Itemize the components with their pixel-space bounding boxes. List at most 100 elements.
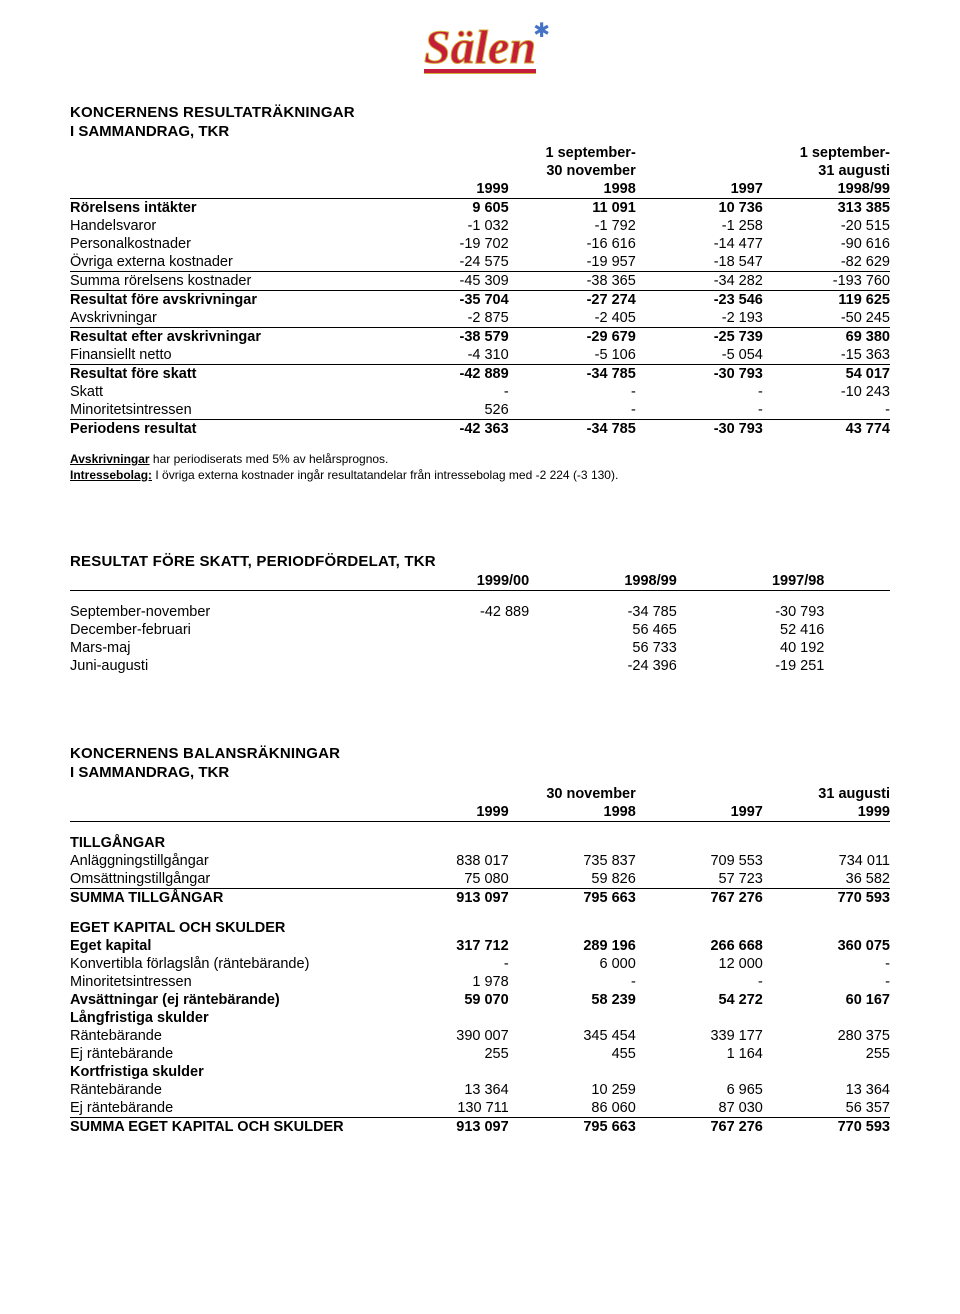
row-value: -24 575	[382, 253, 509, 272]
row-label: Resultat efter avskrivningar	[70, 328, 382, 347]
row-label: December-februari	[70, 621, 382, 639]
row-value: 1 978	[382, 973, 509, 991]
row-value: 913 097	[382, 889, 509, 908]
table-row: Resultat före avskrivningar-35 704-27 27…	[70, 291, 890, 310]
table-header-row: 1 september- 1 september-	[70, 144, 890, 162]
footnote-label: Intressebolag:	[70, 468, 152, 482]
table-spacer-row	[70, 907, 890, 919]
row-value: -34 785	[509, 365, 636, 384]
row-value: 709 553	[636, 852, 763, 870]
row-value: 56 733	[529, 639, 677, 657]
row-value: -4 310	[382, 346, 509, 365]
row-value: -	[382, 955, 509, 973]
row-value: -1 792	[509, 217, 636, 235]
row-value: -193 760	[763, 272, 890, 291]
row-value: 255	[382, 1045, 509, 1063]
table-row: SUMMA TILLGÅNGAR913 097795 663767 276770…	[70, 889, 890, 908]
row-value: 54 272	[636, 991, 763, 1009]
table-row: Juni-augusti-24 396-19 251	[70, 657, 890, 675]
row-label: Anläggningstillgångar	[70, 852, 382, 870]
row-value: -2 875	[382, 309, 509, 328]
row-value: 59 826	[509, 870, 636, 889]
row-label: SUMMA TILLGÅNGAR	[70, 889, 382, 908]
row-value: 280 375	[763, 1027, 890, 1045]
table-row: Mars-maj56 73340 192	[70, 639, 890, 657]
row-value: 40 192	[677, 639, 825, 657]
row-label: Resultat före avskrivningar	[70, 291, 382, 310]
row-value: -35 704	[382, 291, 509, 310]
row-value: 526	[382, 401, 509, 420]
year-header: 1998	[509, 180, 636, 199]
table-row: Ej räntebärande2554551 164255	[70, 1045, 890, 1063]
year-header: 1997	[636, 180, 763, 199]
table-row: December-februari56 46552 416	[70, 621, 890, 639]
row-label: Ej räntebärande	[70, 1099, 382, 1118]
row-value: 390 007	[382, 1027, 509, 1045]
row-label: Summa rörelsens kostnader	[70, 272, 382, 291]
row-value: -5 054	[636, 346, 763, 365]
row-value: -20 515	[763, 217, 890, 235]
row-value: 734 011	[763, 852, 890, 870]
footnote-text: har periodiserats med 5% av helårsprogno…	[150, 452, 389, 466]
row-label: Resultat före skatt	[70, 365, 382, 384]
row-value: 75 080	[382, 870, 509, 889]
row-value	[382, 639, 530, 657]
income-statement-subtitle: I SAMMANDRAG, TKR	[70, 123, 890, 140]
table-row: Rörelsens intäkter9 60511 09110 736313 3…	[70, 199, 890, 218]
row-value: 60 167	[763, 991, 890, 1009]
table-row: Avsättningar (ej räntebärande)59 07058 2…	[70, 991, 890, 1009]
row-value: -50 245	[763, 309, 890, 328]
row-value: 255	[763, 1045, 890, 1063]
row-value: -15 363	[763, 346, 890, 365]
period-result-table: 1999/00 1998/99 1997/98 September-novemb…	[70, 572, 890, 675]
row-value: 6 965	[636, 1081, 763, 1099]
row-label: September-november	[70, 603, 382, 621]
table-row: Räntebärande13 36410 2596 96513 364	[70, 1081, 890, 1099]
row-label: Minoritetsintressen	[70, 973, 382, 991]
row-value: 1 164	[636, 1045, 763, 1063]
table-row: Periodens resultat-42 363-34 785-30 7934…	[70, 420, 890, 439]
table-row: Omsättningstillgångar75 08059 82657 7233…	[70, 870, 890, 889]
table-row: Eget kapital317 712289 196266 668360 075	[70, 937, 890, 955]
row-value: -19 702	[382, 235, 509, 253]
table-row: Finansiellt netto-4 310-5 106-5 054-15 3…	[70, 346, 890, 365]
table-row: Övriga externa kostnader-24 575-19 957-1…	[70, 253, 890, 272]
section-header: Långfristiga skulder	[70, 1009, 890, 1027]
row-value: 767 276	[636, 889, 763, 908]
table-row: Minoritetsintressen526---	[70, 401, 890, 420]
table-row: Ej räntebärande130 71186 06087 03056 357	[70, 1099, 890, 1118]
snowflake-icon: ✱	[533, 18, 550, 43]
row-value: -45 309	[382, 272, 509, 291]
row-value: -24 396	[529, 657, 677, 675]
row-value: 13 364	[763, 1081, 890, 1099]
row-value: -2 405	[509, 309, 636, 328]
salen-logo: Sälen ✱	[424, 20, 536, 74]
section-header-row: Långfristiga skulder	[70, 1009, 890, 1027]
year-header: 1997/98	[677, 572, 825, 591]
row-value: 770 593	[763, 889, 890, 908]
row-value: -19 957	[509, 253, 636, 272]
table-row: Summa rörelsens kostnader-45 309-38 365-…	[70, 272, 890, 291]
table-row: Anläggningstillgångar838 017735 837709 5…	[70, 852, 890, 870]
row-value: 56 357	[763, 1099, 890, 1118]
row-value: -	[763, 973, 890, 991]
row-value: -23 546	[636, 291, 763, 310]
year-header: 1999	[382, 803, 509, 822]
period-subheader: 31 augusti	[763, 162, 890, 180]
row-value: 10 736	[636, 199, 763, 218]
row-value: -42 889	[382, 365, 509, 384]
row-value: 43 774	[763, 420, 890, 439]
row-value: -	[509, 383, 636, 401]
row-value: -82 629	[763, 253, 890, 272]
row-value: 52 416	[677, 621, 825, 639]
row-value: 289 196	[509, 937, 636, 955]
table-row: SUMMA EGET KAPITAL OCH SKULDER913 097795…	[70, 1118, 890, 1137]
table-year-row: 1999 1998 1997 1999	[70, 803, 890, 822]
row-value: -34 785	[529, 603, 677, 621]
row-value: 767 276	[636, 1118, 763, 1137]
row-value: -25 739	[636, 328, 763, 347]
table-row: Avskrivningar-2 875-2 405-2 193-50 245	[70, 309, 890, 328]
row-value: -	[763, 401, 890, 420]
table-row: Konvertibla förlagslån (räntebärande)-6 …	[70, 955, 890, 973]
row-value	[382, 657, 530, 675]
